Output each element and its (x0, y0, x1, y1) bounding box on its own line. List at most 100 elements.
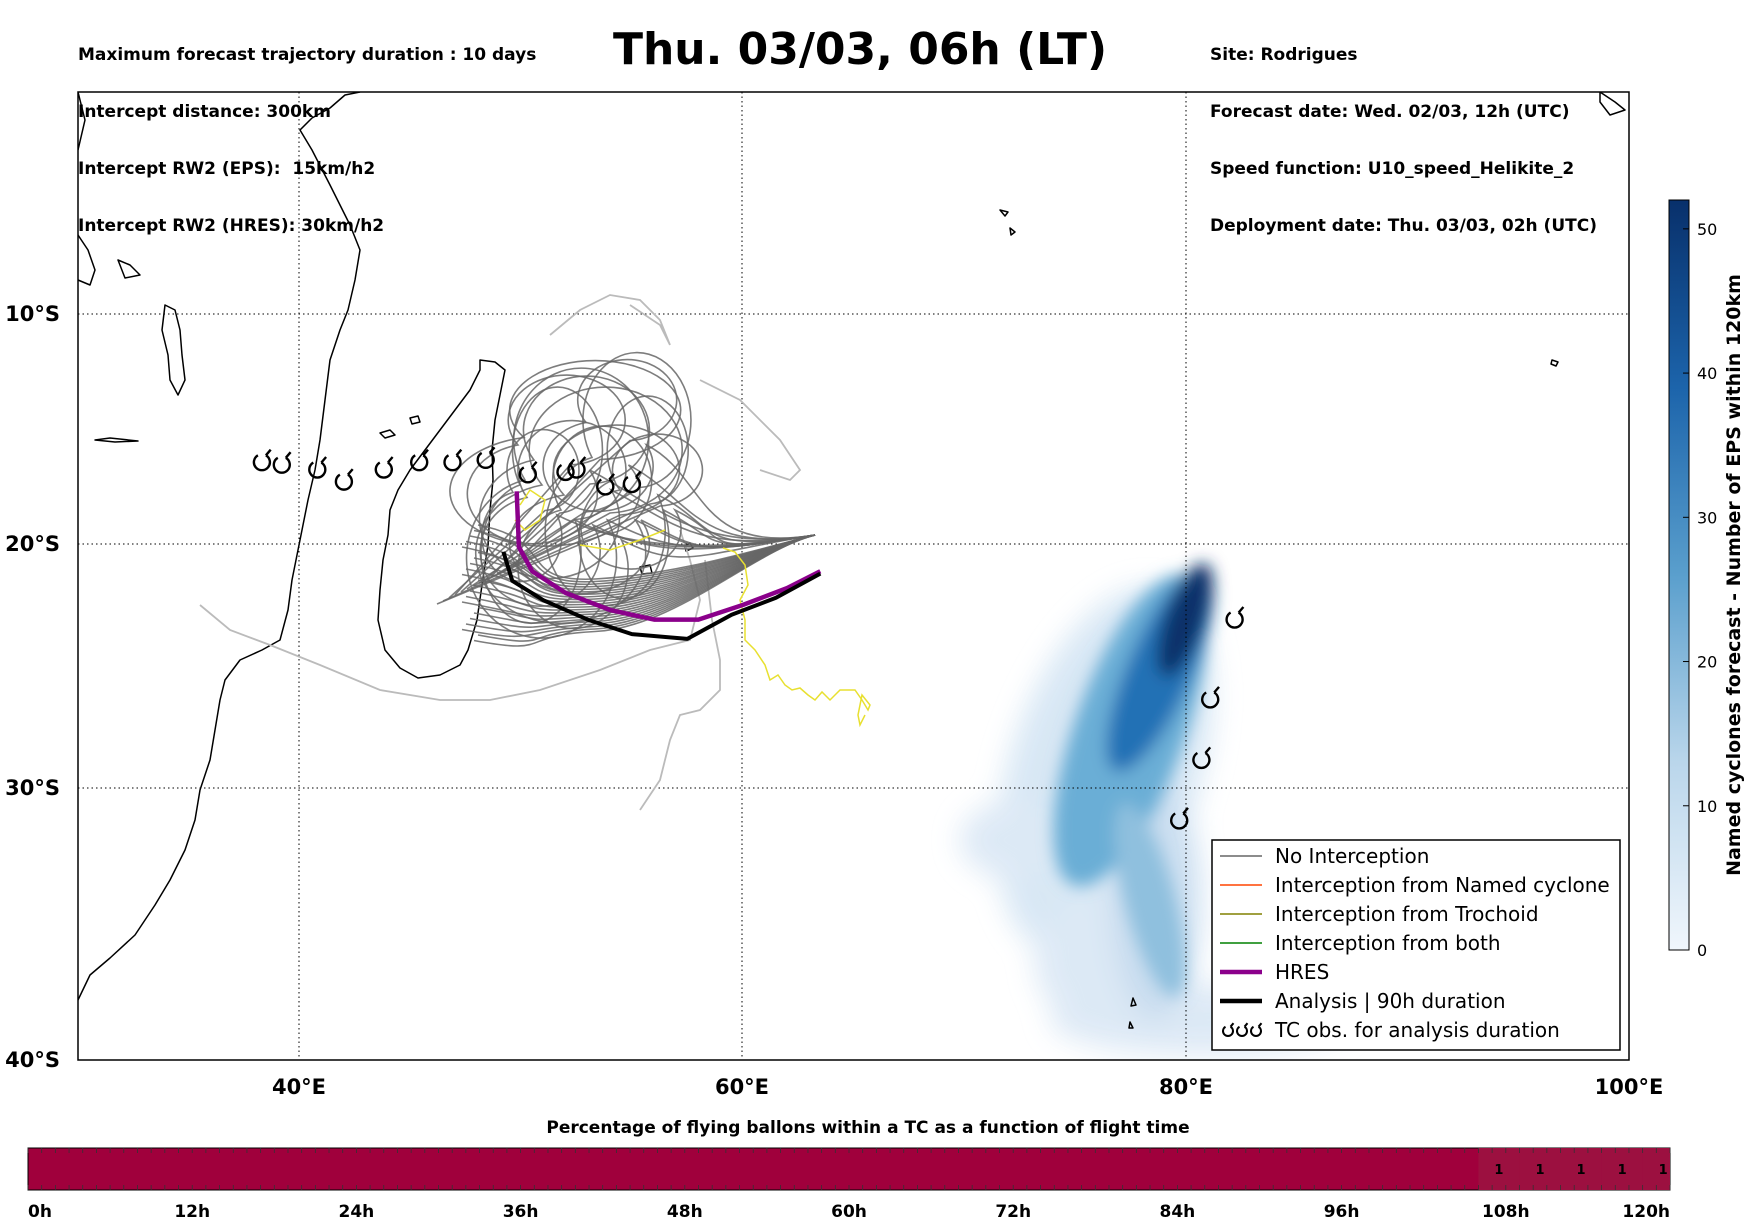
timebar-tick-label: 84h (1160, 1202, 1196, 1222)
header-right-line-2: Forecast date: Wed. 02/03, 12h (UTC) (1210, 102, 1570, 122)
timebar-segment (1642, 1148, 1670, 1190)
colorbar-tick-label: 0 (1697, 941, 1707, 960)
timebar-segments: 1 1 1 1 1 (1478, 1148, 1670, 1190)
timebar-segment (1519, 1148, 1561, 1190)
legend-item-hres: HRES (1220, 960, 1329, 984)
lon-label-100: 100°E (1595, 1075, 1664, 1099)
gray-loop-track (465, 367, 816, 639)
legend-item-both: Interception from both (1220, 931, 1501, 955)
header-right-line-3: Speed function: U10_speed_Helikite_2 (1210, 159, 1575, 179)
eps-colorbar: 0 10 20 30 40 50 Named cyclones forecast - Nu… (1668, 199, 1745, 960)
gray-loop-track (472, 395, 816, 600)
colorbar-tick-label: 40 (1697, 364, 1717, 383)
colorbar-gradient (1668, 199, 1690, 951)
legend-box (1211, 839, 1621, 1051)
colorbar-tick-label: 10 (1697, 797, 1717, 816)
lon-label-60: 60°E (715, 1075, 769, 1099)
timebar-segment-value: 1 (1535, 1163, 1544, 1178)
header-left-line-4: Intercept RW2 (HRES): 30km/h2 (78, 216, 385, 236)
timebar-segment (1560, 1148, 1602, 1190)
legend-label-no-interception: No Interception (1275, 844, 1429, 868)
flight-time-bar: Percentage of flying ballons within a TC… (27, 1118, 1671, 1222)
gray-loop-track (478, 424, 816, 595)
tc-symbol-icon (1222, 1022, 1235, 1037)
tc-symbol-icon (308, 456, 328, 479)
timebar-tick-label: 36h (503, 1202, 539, 1222)
timebar-title: Percentage of flying ballons within a TC… (546, 1118, 1189, 1138)
lat-label-40: 40°S (5, 1048, 60, 1072)
tc-symbol-icon (567, 456, 587, 479)
timebar-segment (1478, 1148, 1520, 1190)
colorbar-tick-label: 30 (1697, 508, 1717, 527)
map-frame (77, 91, 1630, 1061)
legend-item-trochoid: Interception from Trochoid (1220, 902, 1539, 926)
timebar-minor-ticks (27, 1148, 1671, 1190)
tc-symbol-icon (1192, 746, 1212, 770)
timebar-base (27, 1147, 1671, 1191)
timebar-tick-label: 48h (667, 1202, 703, 1222)
tc-symbol-icon (1222, 1022, 1263, 1037)
timebar-tick-label: 0h (28, 1202, 52, 1222)
timebar-tick-label: 108h (1482, 1202, 1530, 1222)
timebar-tick-label: 72h (995, 1202, 1031, 1222)
timebar-tick-label: 24h (339, 1202, 375, 1222)
timebar-tick-label: 96h (1324, 1202, 1360, 1222)
header-right-line-1: Site: Rodrigues (1210, 45, 1358, 65)
tc-symbol-icon (1225, 606, 1245, 629)
map-content (78, 92, 1629, 1060)
gray-loop-track (454, 374, 816, 596)
header-left-line-1: Maximum forecast trajectory duration : 1… (78, 45, 537, 65)
tc-symbol-icon (443, 448, 463, 472)
colorbar-tick-label: 50 (1697, 220, 1717, 239)
legend-label-tc-obs: TC obs. for analysis duration (1274, 1018, 1560, 1042)
tc-symbol-icon (596, 473, 616, 496)
tc-symbol-icon (622, 470, 642, 494)
tc-symbol-icon (1170, 807, 1189, 830)
timebar-tick-label: 12h (174, 1202, 210, 1222)
tc-symbol-icon (1201, 686, 1220, 709)
timebar-tick-label: 120h (1622, 1202, 1670, 1222)
legend-item-named-cyclone: Interception from Named cyclone (1220, 873, 1610, 897)
lon-label-40: 40°E (272, 1075, 326, 1099)
legend-item-analysis: Analysis | 90h duration (1220, 989, 1506, 1013)
tc-symbol-icon (272, 451, 292, 474)
tc-observations (252, 446, 1245, 830)
timebar-tick-label: 60h (831, 1202, 867, 1222)
no-interception-trajectories (436, 351, 816, 647)
colorbar-tick-label: 20 (1697, 653, 1717, 672)
timebar-segment (1601, 1148, 1643, 1190)
tc-symbol-icon (1236, 1022, 1249, 1037)
legend-item-no-interception: No Interception (1220, 844, 1429, 868)
gray-loop-track (448, 428, 816, 599)
legend-label-analysis: Analysis | 90h duration (1275, 989, 1506, 1013)
hres-track (514, 491, 822, 622)
timebar-segment-value: 1 (1618, 1163, 1627, 1178)
lat-label-30: 30°S (5, 776, 60, 800)
colorbar-ticks: 0 10 20 30 40 50 (1683, 220, 1717, 960)
gray-loop-track (436, 425, 816, 630)
eps-density-field (960, 563, 1350, 1055)
lat-label-20: 20°S (5, 532, 60, 556)
header-right-line-4: Deployment date: Thu. 03/03, 02h (UTC) (1210, 216, 1597, 236)
legend-label-trochoid: Interception from Trochoid (1275, 902, 1539, 926)
page-title: Thu. 03/03, 06h (LT) (612, 24, 1108, 75)
tc-symbol-icon (518, 461, 538, 484)
legend-label-both: Interception from both (1275, 931, 1501, 955)
tc-symbol-icon (410, 448, 429, 472)
legend-label-named-cyclone: Interception from Named cyclone (1275, 873, 1610, 897)
tc-symbol-icon (374, 456, 394, 479)
tc-symbol-icon (334, 468, 354, 491)
timebar-segment-value: 1 (1659, 1163, 1668, 1178)
light-trajectories (199, 294, 802, 811)
map-legend: No Interception Interception from Named … (1211, 839, 1621, 1051)
tc-symbol-icon (252, 448, 272, 472)
gray-west-track (473, 534, 816, 647)
header-info-left: Maximum forecast trajectory duration : 1… (78, 8, 536, 255)
colorbar-title: Named cyclones forecast - Number of EPS … (1723, 274, 1745, 876)
lon-label-80: 80°E (1159, 1075, 1213, 1099)
map-gridlines (78, 92, 1629, 1060)
timebar-tick-labels: 0h 12h 24h 36h 48h 60h 72h 84h 96h 108h 120h (28, 1202, 1670, 1222)
lat-label-10: 10°S (5, 302, 60, 326)
analysis-track (501, 551, 822, 641)
